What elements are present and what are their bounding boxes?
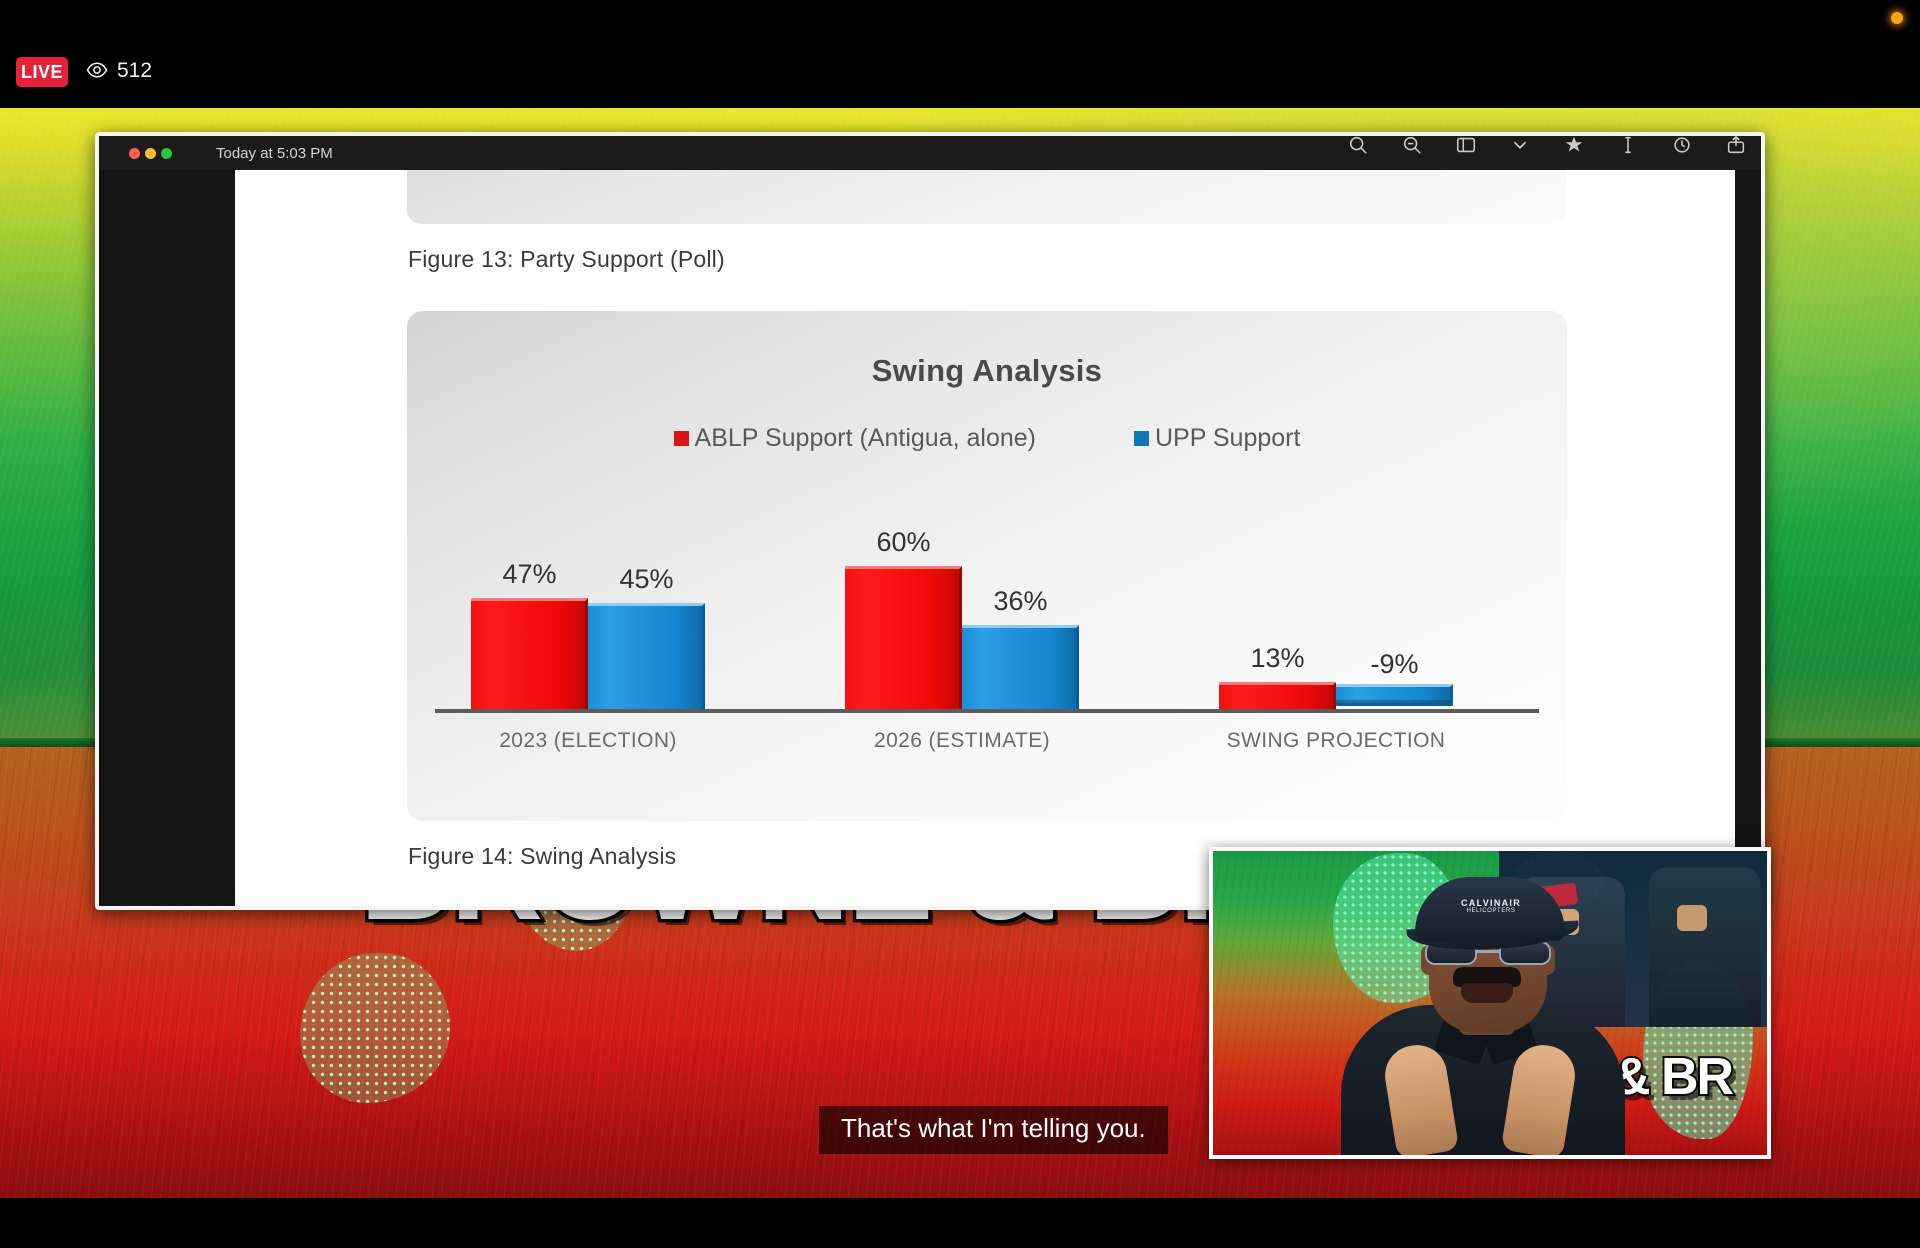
cap-brand-text: CALVINAIR [1460, 897, 1522, 908]
figure-14-caption: Figure 14: Swing Analysis [408, 843, 677, 869]
bar-value-ablp-2023: 47% [502, 559, 557, 589]
zoom-window-icon[interactable] [161, 147, 172, 159]
category-label-2023: 2023 (ELECTION) [499, 729, 677, 752]
live-caption-box: That's what I'm telling you. [819, 1106, 1168, 1154]
speaker-mustache [1453, 967, 1521, 987]
share-icon[interactable] [1725, 136, 1747, 156]
rotate-icon[interactable] [1671, 136, 1693, 156]
pip-brand-partial-2: & BR [1611, 1046, 1736, 1108]
bar-ablp-2023[interactable] [471, 598, 588, 713]
legend-swatch-upp-icon [1133, 431, 1149, 446]
legend-label-upp: UPP Support [1154, 424, 1301, 452]
chart-title: Swing Analysis [871, 353, 1103, 388]
bar-upp-2026[interactable] [962, 625, 1079, 713]
map-blob-icon [300, 953, 450, 1103]
bar-value-upp-2026: 36% [993, 586, 1048, 616]
viewer-count: 512 [117, 58, 153, 82]
legend-item-upp: UPP Support [1133, 424, 1301, 453]
eye-icon [86, 59, 108, 81]
markup-icon[interactable] [1563, 136, 1585, 156]
glasses-bridge [1477, 950, 1499, 953]
window-controls[interactable] [129, 147, 172, 159]
category-label-2026: 2026 (ESTIMATE) [874, 729, 1050, 752]
panel-person [1649, 867, 1761, 1027]
figure-13-chart-card [407, 170, 1567, 224]
picture-in-picture-webcam[interactable]: T & BR CALVINAIR HELICOPTERS [1209, 847, 1771, 1159]
bar-wrap-upp-2026: 36% [962, 586, 1079, 713]
sidebar-icon[interactable] [1455, 136, 1477, 156]
speaker-cap [1415, 877, 1565, 941]
legend-label-ablp: ABLP Support (Antigua, alone) [694, 424, 1036, 452]
legend-swatch-ablp-icon [673, 431, 689, 446]
bar-wrap-upp-2023: 45% [588, 564, 705, 713]
recording-dot-icon [1891, 12, 1903, 24]
minimize-window-icon[interactable] [145, 147, 156, 159]
close-window-icon[interactable] [129, 147, 140, 159]
window-titlebar[interactable]: Today at 5:03 PM [99, 136, 1761, 170]
live-badge: LIVE [16, 57, 68, 87]
speaker-cap-logo: CALVINAIR HELICOPTERS [1443, 898, 1539, 915]
pip-speaker: CALVINAIR HELICOPTERS [1333, 851, 1633, 1155]
bar-value-upp-2023: 45% [619, 564, 674, 594]
window-toolbar[interactable] [1347, 136, 1747, 170]
bottom-letterbox [0, 1198, 1920, 1248]
bar-wrap-ablp-2023: 47% [471, 559, 588, 713]
search-icon[interactable] [1347, 136, 1369, 156]
bar-upp-swing[interactable] [1336, 684, 1453, 706]
document-content: Figure 13: Party Support (Poll) Swing An… [235, 170, 1735, 870]
screen-share-window[interactable]: Today at 5:03 PM [95, 132, 1765, 910]
shared-document-page[interactable]: Figure 13: Party Support (Poll) Swing An… [235, 170, 1735, 906]
chart-plot-area: 47% 45% 2023 (ELECTION) [425, 471, 1549, 771]
bar-wrap-ablp-2026: 60% [845, 527, 962, 713]
chart-legend: ABLP Support (Antigua, alone) UPP Suppor… [407, 424, 1567, 453]
live-caption-text: That's what I'm telling you. [841, 1113, 1146, 1143]
window-timestamp: Today at 5:03 PM [216, 144, 333, 162]
figure-13-caption: Figure 13: Party Support (Poll) [408, 246, 725, 272]
panel-person-hand [1677, 905, 1707, 931]
bar-group-2026: 60% 36% [845, 527, 1079, 713]
bar-group-2023: 47% 45% [471, 559, 705, 713]
viewer-count-group: 512 [86, 59, 152, 81]
bar-value-ablp-2026: 60% [876, 527, 931, 557]
bar-group-swing: 13% -9% [1219, 643, 1453, 713]
bar-wrap-ablp-swing: 13% [1219, 643, 1336, 713]
live-overlay-bar: LIVE 512 [0, 0, 1920, 108]
bar-ablp-swing[interactable] [1219, 682, 1336, 713]
cap-sub-text: HELICOPTERS [1466, 908, 1516, 915]
text-cursor-icon[interactable] [1617, 136, 1639, 156]
bar-wrap-upp-swing: -9% [1336, 649, 1453, 706]
bar-upp-2023[interactable] [588, 603, 705, 713]
zoom-out-icon[interactable] [1401, 136, 1423, 156]
bar-value-upp-swing: -9% [1370, 649, 1419, 679]
figure-14-chart-card: Swing Analysis ABLP Support (Antigua, al… [407, 311, 1567, 821]
bar-value-ablp-swing: 13% [1250, 643, 1305, 673]
chart-zero-axis [435, 709, 1539, 713]
category-label-swing: SWING PROJECTION [1226, 729, 1446, 752]
legend-item-ablp: ABLP Support (Antigua, alone) [673, 424, 1036, 453]
bar-ablp-2026[interactable] [845, 566, 962, 713]
chevron-down-icon[interactable] [1509, 136, 1531, 156]
speaker-mouth [1461, 983, 1513, 1003]
